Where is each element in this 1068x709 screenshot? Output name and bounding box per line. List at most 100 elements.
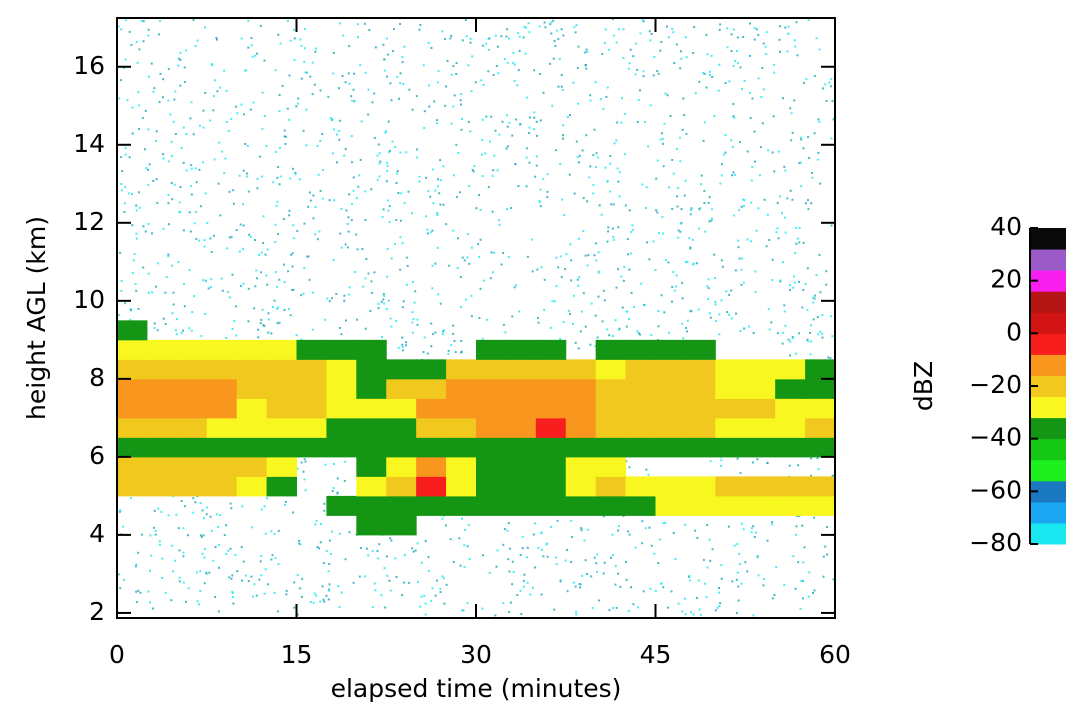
noise-speckle [277,529,280,532]
noise-speckle [182,161,185,164]
noise-speckle [812,296,815,299]
noise-speckle [575,613,578,616]
noise-speckle [436,119,439,122]
heatmap-cell [446,495,477,516]
noise-speckle [329,116,332,119]
noise-speckle [612,239,615,241]
noise-speckle [227,291,230,293]
noise-speckle [153,327,156,329]
noise-speckle [754,291,757,293]
noise-speckle [544,26,547,29]
noise-speckle [215,36,218,39]
heatmap-cell [625,476,656,497]
noise-speckle [645,468,648,471]
noise-speckle [130,44,133,46]
noise-speckle [494,34,497,37]
noise-speckle [243,113,245,116]
noise-speckle [574,31,577,34]
noise-speckle [385,180,388,183]
noise-speckle [142,20,145,23]
noise-speckle [719,602,722,605]
noise-speckle [685,132,688,135]
heatmap-cell [117,378,148,399]
noise-speckle [431,264,434,267]
noise-speckle [759,146,762,149]
noise-speckle [787,25,790,28]
noise-speckle [491,174,494,177]
noise-speckle [513,79,516,82]
noise-speckle [255,277,258,280]
heatmap-cell [117,398,148,419]
noise-speckle [389,537,392,540]
noise-speckle [487,38,490,40]
noise-speckle [807,340,810,343]
noise-speckle [506,208,508,211]
noise-speckle [804,283,807,286]
noise-speckle [216,38,218,41]
noise-speckle [155,178,158,181]
noise-speckle [312,217,315,220]
noise-speckle [385,130,388,133]
noise-speckle [264,568,267,571]
noise-speckle [129,318,132,321]
noise-speckle [428,569,430,572]
noise-speckle [314,206,317,208]
noise-speckle [636,68,639,71]
noise-speckle [784,324,787,327]
noise-speckle [123,578,125,581]
heatmap-cell [595,378,627,399]
heatmap-cell [326,417,357,438]
noise-speckle [348,45,351,48]
noise-speckle [357,185,360,188]
noise-speckle [120,79,123,82]
noise-speckle [703,121,706,124]
noise-speckle [802,147,805,150]
noise-speckle [262,324,265,327]
noise-speckle [445,524,447,527]
noise-speckle [540,593,543,596]
noise-speckle [152,90,155,93]
noise-speckle [147,292,150,294]
noise-speckle [388,221,391,224]
noise-speckle [654,590,657,592]
noise-speckle [518,50,521,52]
noise-speckle [721,265,724,268]
heatmap-cell [625,359,656,380]
heatmap-cell [655,339,686,360]
noise-speckle [621,97,623,100]
noise-speckle [187,534,189,537]
colorbar-swatch [1030,522,1066,545]
noise-speckle [560,74,563,76]
noise-speckle [633,306,636,308]
noise-speckle [798,227,801,229]
noise-speckle [124,147,127,150]
noise-speckle [350,135,353,138]
plot-frame [116,17,836,619]
noise-speckle [296,467,299,470]
noise-speckle [717,89,720,92]
heatmap-cell [117,437,148,458]
heatmap-cell [625,417,656,438]
noise-speckle [470,315,473,318]
noise-speckle [434,331,437,334]
noise-speckle [367,272,370,275]
noise-speckle [584,325,587,328]
noise-speckle [799,607,802,610]
noise-speckle [742,198,745,201]
noise-speckle [719,23,722,26]
noise-speckle [798,515,801,517]
noise-speckle [331,297,333,300]
noise-speckle [585,64,587,66]
noise-speckle [164,291,167,294]
noise-speckle [461,517,463,520]
noise-speckle [121,170,124,172]
noise-speckle [830,224,833,227]
noise-speckle [810,324,812,327]
noise-speckle [190,329,193,332]
noise-speckle [347,72,350,75]
noise-speckle [819,330,822,333]
noise-speckle [317,173,320,176]
heatmap-cell [505,437,537,458]
noise-speckle [682,337,685,340]
noise-speckle [155,139,157,142]
